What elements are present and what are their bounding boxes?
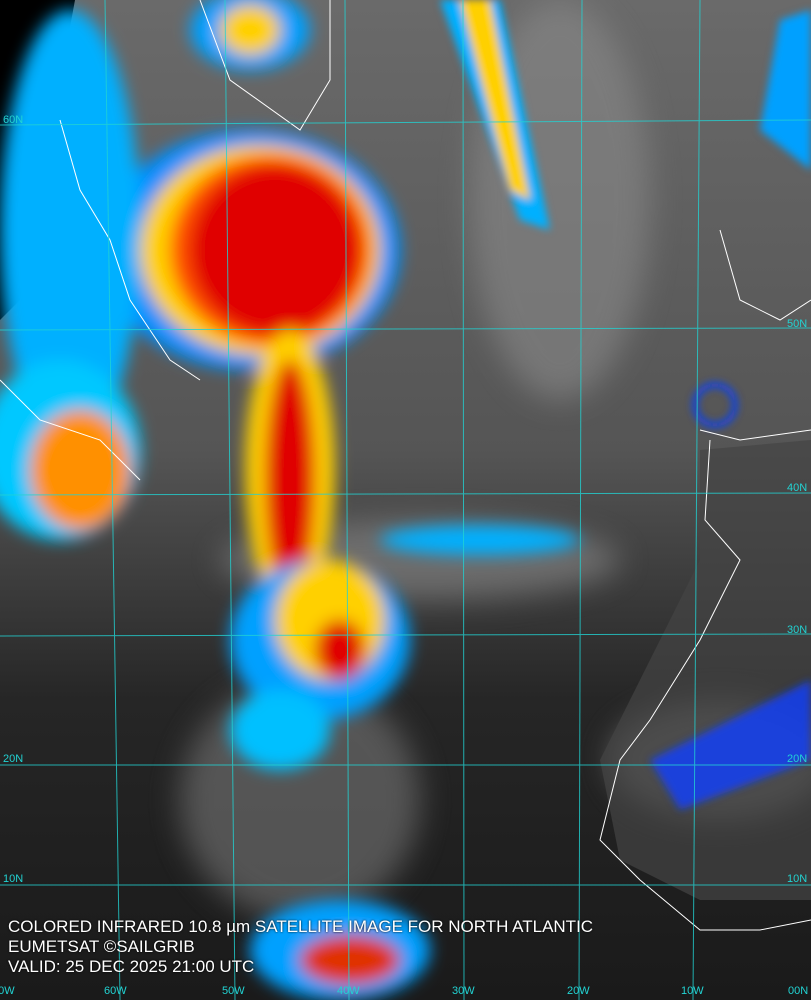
lat-label: 30N <box>787 624 808 636</box>
caption-valid-time: VALID: 25 DEC 2025 21:00 UTC <box>8 957 255 976</box>
lat-label: 20N <box>787 753 808 765</box>
lon-label: 00N <box>788 985 809 997</box>
lon-label: 60W <box>104 985 127 997</box>
image-caption: COLORED INFRARED 10.8 µm SATELLITE IMAGE… <box>8 917 593 977</box>
lat-label: 10N <box>787 873 808 885</box>
lon-label: 30W <box>452 985 475 997</box>
caption-source: EUMETSAT ©SAILGRIB <box>8 937 195 956</box>
lat-label: 20N <box>3 753 24 765</box>
lon-label: 10W <box>681 985 704 997</box>
lat-label: 50N <box>787 318 808 330</box>
lat-label: 40N <box>787 482 808 494</box>
caption-title: COLORED INFRARED 10.8 µm SATELLITE IMAGE… <box>8 917 594 936</box>
lon-label: 70W <box>0 985 15 997</box>
lat-label: 60N <box>3 114 24 126</box>
coastlines <box>0 0 811 931</box>
storm-system <box>0 0 580 1000</box>
lon-label: 50W <box>222 985 245 997</box>
lon-label: 40W <box>337 985 360 997</box>
lon-label: 20W <box>567 985 590 997</box>
lat-label: 10N <box>3 873 24 885</box>
